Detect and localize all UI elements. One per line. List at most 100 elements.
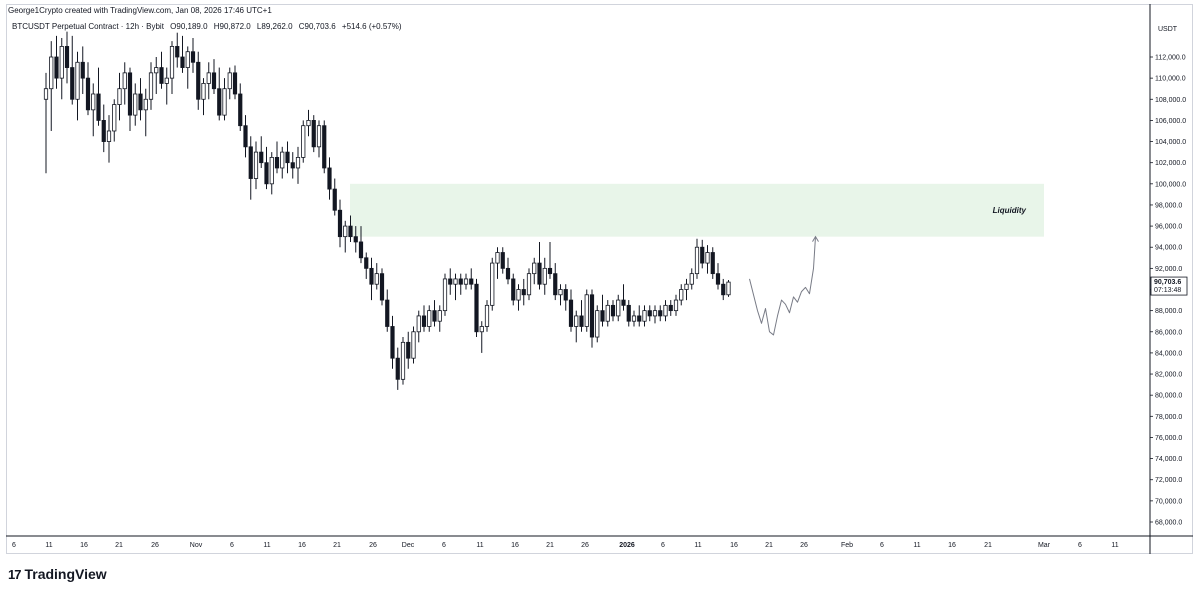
candle [411,326,416,364]
time-tick-label: 21 [765,542,773,549]
candle [574,310,579,343]
candle-body [589,294,595,338]
candle [521,278,526,306]
price-tick-label: 80,000.0 [1155,393,1182,400]
candle [553,263,558,301]
time-tick-label: Nov [190,542,203,549]
candle [332,178,337,216]
price-tick-label: 88,000.0 [1155,308,1182,315]
candle-body [668,304,673,312]
candle-body [274,156,280,169]
candle [663,300,668,322]
candle [96,67,101,126]
candle-body [353,236,358,243]
candle-body [374,273,379,285]
candle [264,146,269,190]
candle [668,300,673,316]
candle [689,268,694,290]
candle [542,257,547,295]
candle [232,65,238,100]
price-tick-label: 98,000.0 [1155,202,1182,209]
time-tick-label: 21 [333,542,341,549]
candle [327,157,332,200]
candle [143,88,148,137]
candle-body [579,315,584,327]
candle-body [610,304,616,317]
last-price-label: 90,703.6 [1154,279,1181,286]
candle [91,83,96,137]
candle [306,109,311,137]
symbol-label[interactable]: BTCUSDT Perpetual Contract · 12h · Bybit [12,22,164,31]
candle-body [547,267,553,275]
candle-body [106,130,112,142]
candle-body [715,273,721,285]
candle-body [406,341,411,359]
candle-body [568,299,574,327]
price-tick-label: 72,000.0 [1155,477,1182,484]
candle-body [484,304,490,327]
price-tick-label: 76,000.0 [1155,435,1182,442]
time-tick-label: 2026 [619,542,635,549]
chart-frame [6,4,1193,554]
projection-layer [749,235,819,336]
candle [243,115,248,158]
projection-path [749,236,816,336]
candle [43,72,49,174]
candle [710,247,715,279]
candle [138,78,143,121]
candle-body [505,267,511,280]
candle [715,263,721,290]
candle-body [637,315,642,322]
time-tick-label: 26 [369,542,377,549]
candle-body [138,93,143,111]
candle-body [379,273,385,301]
candle-body [222,88,227,116]
candle [642,305,647,327]
candle-body [364,257,369,269]
candle-body [85,77,91,111]
candle [647,305,652,322]
candle-body [70,67,75,100]
candle-body [710,252,715,275]
candle-body [469,278,474,285]
candle [605,300,610,327]
price-tick-label: 112,000.0 [1155,55,1186,62]
candle-body [348,225,353,238]
countdown-label: 07:13:48 [1154,287,1181,294]
candle [169,41,175,94]
candle [484,300,490,332]
candle-body [127,72,133,116]
candle [301,120,306,163]
candle-body [96,93,101,121]
candle-body [285,151,290,164]
candle-body [243,125,248,148]
candle [584,289,589,332]
tradingview-brand[interactable]: 17 TradingView [8,566,107,582]
liquidity-zone [350,183,1044,237]
candle [579,300,584,332]
candle-body [259,151,264,164]
candle-body [532,262,537,275]
price-tick-label: 78,000.0 [1155,414,1182,421]
candle-body [122,72,127,90]
candle [64,31,70,84]
candle-body [148,72,154,100]
candle-body [175,46,180,58]
candle [59,37,64,100]
candle [637,305,642,327]
time-tick-label: 21 [115,542,123,549]
price-tick-label: 100,000.0 [1155,181,1186,188]
candle-body [511,278,516,301]
candle [127,67,133,131]
candle [516,284,521,311]
candle-body [448,278,453,285]
candle [70,35,75,105]
candle [673,294,679,316]
time-tick-label: Feb [841,542,853,549]
candle [621,284,626,311]
candle-body [196,61,201,100]
candle [558,284,563,306]
candle-body [679,289,684,301]
time-tick-label: Mar [1038,542,1051,549]
